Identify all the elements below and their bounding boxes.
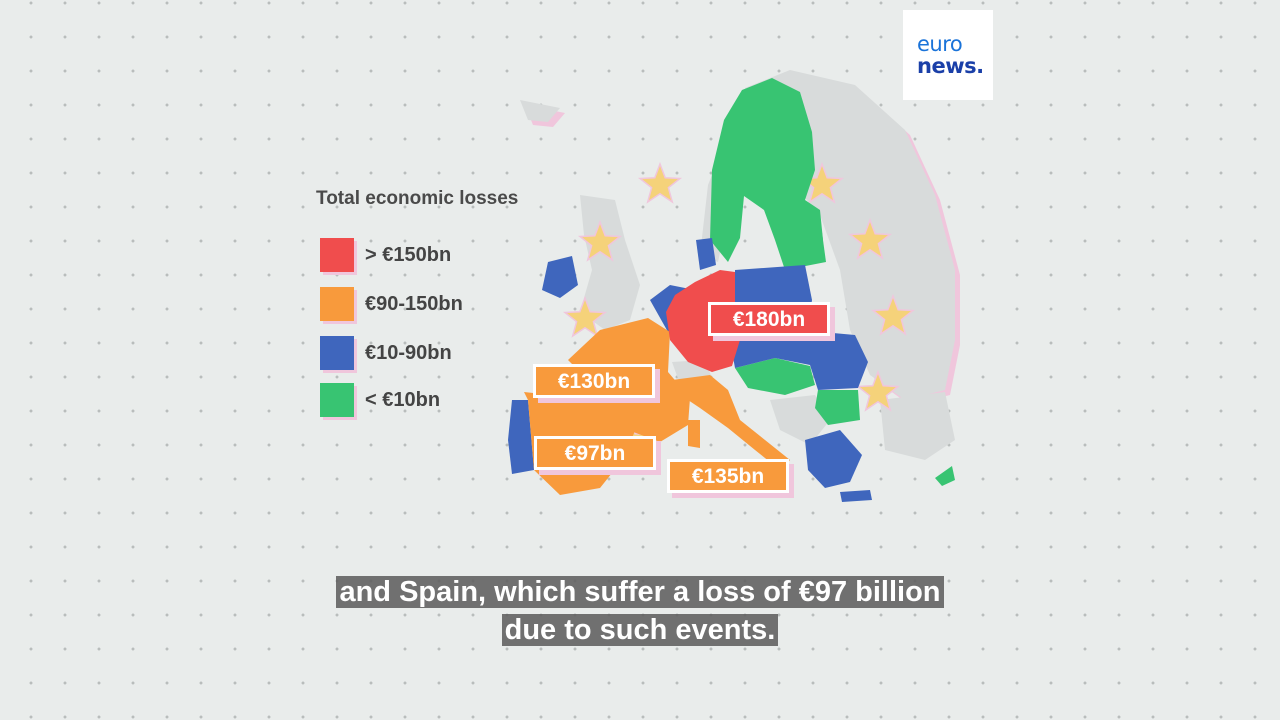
- subtitle-text-2: due to such events.: [501, 614, 779, 646]
- balkans-region: [770, 395, 830, 445]
- legend-label: €10-90bn: [365, 341, 452, 364]
- uk-region: [580, 195, 640, 330]
- legend-swatch-blue: [320, 336, 354, 370]
- subtitle-text-1: and Spain, which suffer a loss of €97 bi…: [336, 576, 944, 608]
- iceland-region: [520, 100, 560, 122]
- subtitle-line-1: and Spain, which suffer a loss of €97 bi…: [0, 574, 1280, 611]
- spain-value: €97bn: [565, 442, 626, 465]
- austria-hungary: [735, 358, 815, 395]
- legend-item-below-10bn: < €10bn: [320, 383, 440, 417]
- sardinia: [688, 420, 700, 448]
- crete: [840, 490, 872, 502]
- france-value: €130bn: [558, 370, 630, 393]
- italy-value: €135bn: [692, 465, 764, 488]
- czech-slovakia: [730, 330, 868, 390]
- spain-label: €97bn: [534, 436, 661, 475]
- baltics: [775, 218, 826, 270]
- legend-label: < €10bn: [365, 388, 441, 411]
- denmark: [696, 238, 716, 270]
- legend-swatch-green: [320, 383, 354, 417]
- france-label: €130bn: [533, 364, 660, 403]
- legend-label: €90-150bn: [365, 292, 463, 315]
- legend-swatch-orange: [320, 287, 354, 321]
- cyprus: [935, 466, 955, 486]
- legend-label: > €150bn: [365, 243, 452, 266]
- euronews-logo: euro news.: [903, 10, 993, 100]
- legend-item-above-150bn: > €150bn: [320, 238, 451, 272]
- red-countries: [666, 270, 740, 372]
- turkey-region: [880, 392, 955, 460]
- logo-line-2: news.: [917, 54, 984, 78]
- legend-swatch-red: [320, 238, 354, 272]
- bulgaria-croatia: [815, 390, 860, 425]
- italy-label: €135bn: [667, 459, 794, 498]
- germany: [666, 270, 740, 372]
- legend-item-10-90bn: €10-90bn: [320, 336, 452, 370]
- legend-title: Total economic losses: [316, 188, 519, 209]
- greece: [805, 430, 862, 488]
- green-countries: [710, 78, 955, 486]
- logo-line-1: euro: [917, 32, 963, 56]
- germany-value: €180bn: [733, 308, 805, 331]
- germany-label: €180bn: [708, 302, 835, 341]
- ireland: [542, 256, 578, 298]
- subtitle-line-2: due to such events.: [0, 612, 1280, 649]
- italy: [672, 375, 790, 470]
- portugal: [508, 400, 534, 474]
- value-labels: €180bn €130bn €97bn €135bn: [533, 302, 835, 498]
- legend-item-90-150bn: €90-150bn: [320, 287, 463, 321]
